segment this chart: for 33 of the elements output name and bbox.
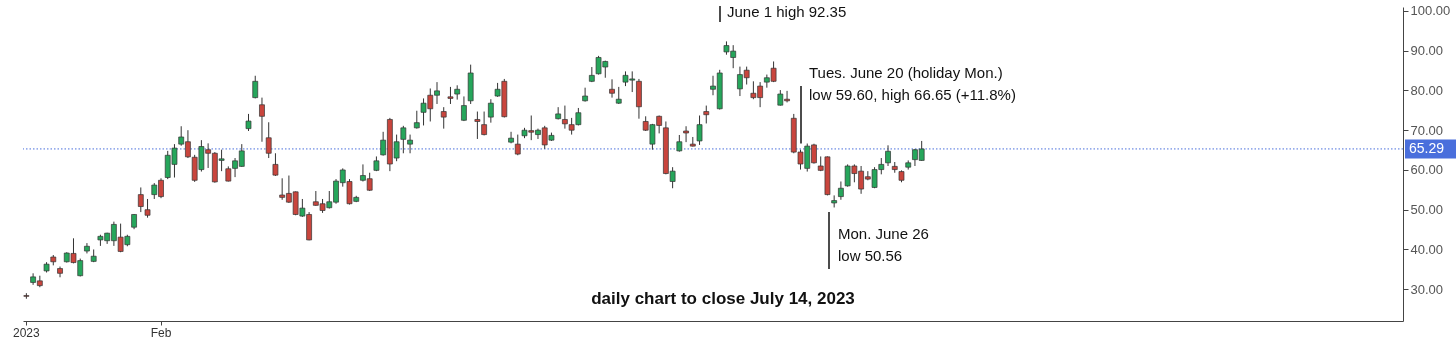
candlestick <box>609 78 615 99</box>
candlestick <box>838 180 844 201</box>
ref-line-label: 65.29 <box>1409 139 1445 156</box>
y-tick-label: 90.00 <box>1410 43 1444 59</box>
y-tick-label: 40.00 <box>1410 241 1444 257</box>
candlestick <box>400 125 407 154</box>
y-tick-label: 60.00 <box>1410 162 1444 178</box>
annotation: June 1 high 92.35 <box>727 3 847 20</box>
candlestick <box>259 97 265 143</box>
candlestick <box>137 186 144 213</box>
y-tick-label: 30.00 <box>1410 281 1444 297</box>
candlestick <box>582 87 588 103</box>
annotation: Mon. June 26 low 50.56 <box>838 225 929 264</box>
y-tick-label: 50.00 <box>1410 202 1444 218</box>
candlestick <box>272 152 279 177</box>
candlestick <box>265 121 272 159</box>
x-tick-label: Feb <box>150 325 172 340</box>
candlestick <box>440 106 447 130</box>
text: daily chart to close July 14, 2023 <box>591 289 855 308</box>
candlestick <box>488 98 494 124</box>
candlestick <box>683 125 689 143</box>
x-tick-label: 2023 <box>13 325 41 340</box>
candlestick <box>144 198 151 219</box>
candlestick <box>885 144 891 167</box>
y-tick-label: 80.00 <box>1410 82 1444 98</box>
candlestick <box>508 131 514 144</box>
candlestick <box>474 111 481 140</box>
candlestick <box>696 115 703 146</box>
y-tick-label: 100.00 <box>1410 3 1451 19</box>
annotation: Tues. June 20 (holiday Mon.) low 59.60, high 66.65 (+11.8%) <box>809 64 1016 103</box>
y-tick-label: 70.00 <box>1410 122 1444 138</box>
candlestick <box>407 134 413 154</box>
candlestick <box>461 95 467 122</box>
